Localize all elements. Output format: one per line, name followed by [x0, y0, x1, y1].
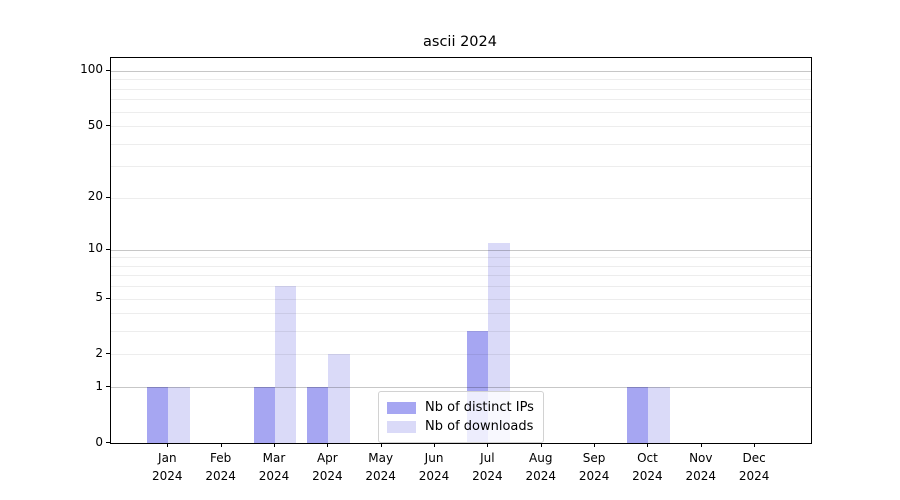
x-tick-jan: [167, 443, 169, 447]
gridline-minor-7: [111, 275, 811, 277]
legend-label-downloads: Nb of downloads: [425, 419, 534, 434]
y-tick-label-1: 1: [95, 378, 103, 393]
x-tick-label-jan: Jan 2024: [152, 451, 183, 483]
x-tick-aug: [540, 443, 542, 447]
gridline-minor-60: [111, 111, 811, 113]
gridline-minor-5: [111, 298, 811, 300]
gridline-minor-4: [111, 313, 811, 315]
x-tick-label-jul: Jul 2024: [472, 451, 503, 483]
bar-downloads-jan: [168, 387, 190, 443]
x-tick-mar: [274, 443, 275, 447]
gridline-major-10: [111, 249, 811, 251]
y-tick-10: [106, 248, 110, 250]
legend-swatch-downloads: [387, 420, 416, 433]
y-tick-50: [106, 125, 110, 127]
bar-distinct-ips-apr: [306, 387, 329, 443]
y-tick-5: [106, 297, 110, 299]
x-tick-nov: [700, 443, 702, 447]
x-tick-label-dec: Dec 2024: [738, 451, 770, 483]
y-tick-label-20: 20: [87, 189, 103, 204]
x-tick-may: [380, 443, 382, 447]
y-tick-label-5: 5: [95, 290, 103, 305]
gridline-major-100: [111, 70, 811, 72]
y-tick-label-10: 10: [87, 241, 103, 256]
legend-item-distinct-ips: Nb of distinct IPs: [387, 398, 534, 417]
gridline-minor-2: [111, 354, 811, 356]
y-tick-label-50: 50: [87, 117, 103, 132]
x-tick-feb: [220, 443, 222, 447]
bar-downloads-oct: [648, 387, 670, 443]
x-tick-sep: [594, 443, 596, 447]
x-tick-label-aug: Aug 2024: [525, 451, 557, 483]
x-tick-jun: [434, 443, 436, 447]
y-tick-1: [106, 386, 110, 388]
y-tick-20: [106, 196, 110, 198]
x-tick-label-may: May 2024: [365, 451, 396, 483]
y-tick-label-0: 0: [95, 434, 103, 449]
gridline-minor-6: [111, 286, 811, 288]
bar-downloads-apr: [328, 354, 350, 443]
y-tick-0: [106, 442, 110, 443]
gridline-minor-80: [111, 88, 811, 90]
x-tick-label-mar: Mar 2024: [258, 451, 290, 483]
chart-title: ascii 2024: [423, 34, 497, 50]
legend-label-distinct-ips: Nb of distinct IPs: [425, 400, 534, 415]
gridline-minor-40: [111, 143, 811, 145]
legend-item-downloads: Nb of downloads: [387, 417, 534, 436]
gridline-minor-50: [111, 126, 811, 128]
y-tick-label-2: 2: [95, 345, 103, 360]
legend-swatch-distinct-ips: [387, 401, 416, 414]
x-tick-apr: [327, 443, 329, 447]
legend: Nb of distinct IPs Nb of downloads: [378, 391, 544, 443]
gridline-minor-3: [111, 331, 811, 333]
x-tick-oct: [647, 443, 649, 447]
y-tick-label-100: 100: [80, 62, 103, 77]
gridline-major-1: [111, 387, 811, 389]
x-tick-label-nov: Nov 2024: [685, 451, 717, 483]
bar-distinct-ips-mar: [253, 387, 275, 443]
y-tick-2: [106, 353, 110, 355]
gridline-minor-8: [111, 265, 811, 267]
x-tick-label-jun: Jun 2024: [418, 451, 450, 483]
x-tick-jul: [487, 443, 489, 447]
gridline-minor-9: [111, 257, 811, 259]
x-tick-dec: [754, 443, 756, 447]
gridline-minor-90: [111, 79, 811, 81]
x-tick-label-sep: Sep 2024: [578, 451, 610, 483]
x-tick-label-oct: Oct 2024: [632, 451, 663, 483]
y-tick-100: [106, 69, 110, 71]
x-tick-label-feb: Feb 2024: [205, 451, 236, 483]
bar-distinct-ips-jan: [146, 387, 169, 443]
gridline-minor-20: [111, 197, 811, 199]
gridline-minor-70: [111, 99, 811, 101]
gridline-minor-30: [111, 166, 811, 168]
bar-distinct-ips-oct: [627, 387, 649, 443]
bar-downloads-mar: [275, 286, 297, 443]
x-tick-label-apr: Apr 2024: [312, 451, 343, 483]
plot-area: [110, 57, 812, 444]
